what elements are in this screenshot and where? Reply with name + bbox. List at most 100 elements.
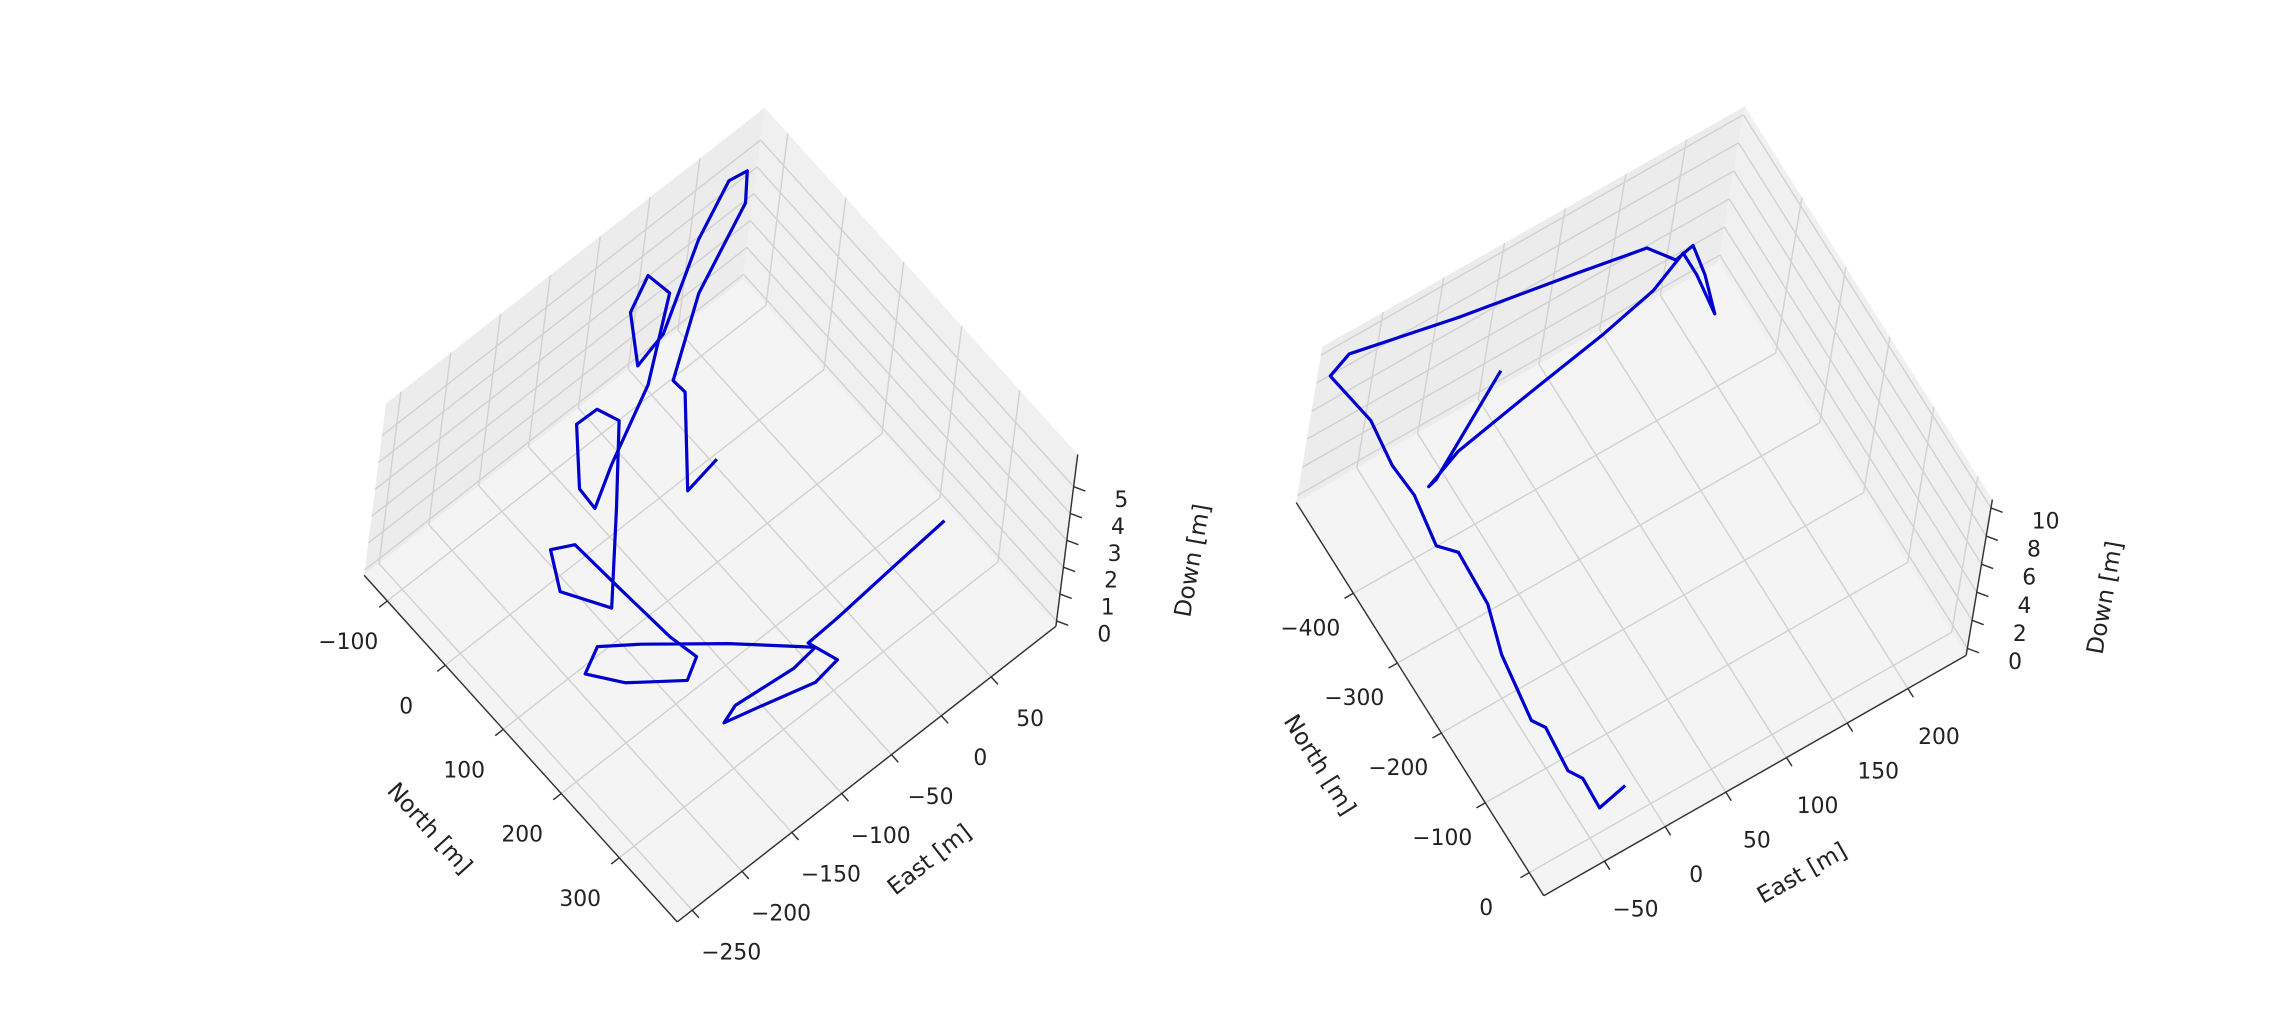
z-tick-label: 2	[2013, 622, 2027, 647]
grid-line	[677, 329, 992, 678]
tick-mark	[990, 676, 999, 685]
grid-line	[753, 193, 1068, 541]
grid-line	[1396, 422, 1821, 664]
tick-mark	[1056, 620, 1069, 626]
trajectory-line	[548, 169, 946, 725]
z-tick-label: 1	[1101, 596, 1115, 621]
x-tick-label: 200	[501, 823, 543, 848]
tick-mark	[741, 870, 750, 880]
grid-line	[1477, 242, 1506, 400]
y-tick-label: −150	[801, 863, 861, 888]
tick-mark	[1073, 485, 1086, 492]
grid-line	[367, 246, 748, 544]
tick-mark	[1066, 539, 1079, 546]
axis-line	[1295, 502, 1545, 897]
grid-line	[478, 485, 793, 833]
grid-line	[1320, 114, 1744, 356]
grid-line	[378, 563, 693, 911]
grid-line	[1598, 173, 1627, 330]
grid-line	[1440, 492, 1865, 734]
grid-line	[1719, 254, 1968, 649]
grid-line	[1950, 476, 1979, 633]
y-tick-label: −250	[701, 940, 761, 965]
tick-mark	[436, 664, 446, 673]
grid-line	[1477, 398, 1727, 793]
grid-line	[1742, 114, 1992, 509]
tick-mark	[791, 831, 800, 841]
tick-mark	[1388, 662, 1398, 669]
grid-line	[1538, 208, 1566, 365]
grid-line	[377, 166, 758, 464]
grid-line	[1659, 294, 1909, 689]
x-tick-label: −100	[1412, 826, 1472, 851]
z-tick-label: 2	[1104, 569, 1118, 594]
y-tick-label: 0	[1689, 863, 1703, 888]
grid-line	[618, 561, 999, 859]
grid-line	[1862, 336, 1891, 493]
tick-mark	[890, 754, 899, 763]
grid-line	[1775, 197, 1803, 354]
tick-mark	[1990, 507, 2003, 514]
grid-line	[1416, 277, 1445, 434]
grid-line	[1356, 311, 1384, 469]
grid-line	[1906, 406, 1935, 563]
grid-line	[1311, 170, 1735, 412]
tick-mark	[378, 600, 388, 608]
y-tick-label: −100	[851, 824, 911, 849]
grid-line	[374, 193, 755, 490]
pane-wall	[1296, 106, 1745, 503]
tick-mark	[494, 728, 504, 737]
axis-line	[1965, 499, 1994, 656]
y-tick-label: −200	[751, 902, 811, 927]
tick-mark	[1971, 619, 1984, 626]
trajectory-line	[1328, 243, 1717, 810]
z-tick-label: 4	[1111, 515, 1125, 540]
z-tick-label: 8	[2027, 538, 2041, 563]
grid-line	[577, 407, 893, 756]
tick-mark	[552, 792, 562, 801]
axis-line	[363, 574, 678, 923]
x-tick-label: −100	[318, 630, 378, 655]
y-tick-label: 50	[1743, 828, 1771, 853]
tick-mark	[1976, 591, 1989, 598]
pane-wall	[1718, 106, 1993, 656]
tick-mark	[1846, 722, 1854, 733]
y-tick-label: 200	[1918, 725, 1960, 750]
grid-line	[527, 446, 843, 795]
tick-mark	[1967, 647, 1980, 654]
tick-mark	[1907, 688, 1914, 698]
z-tick-label: 10	[2032, 510, 2060, 535]
grid-line	[1599, 329, 1848, 724]
tick-mark	[610, 857, 620, 865]
y-tick-label: −50	[907, 785, 953, 810]
tick-mark	[1603, 860, 1611, 871]
x-tick-label: 100	[443, 758, 485, 783]
grid-line	[1538, 363, 1788, 758]
grid-line	[428, 524, 743, 872]
x-tick-label: 0	[399, 694, 413, 719]
tick-mark	[1432, 732, 1442, 739]
grid-line	[1659, 139, 1688, 296]
grid-line	[627, 368, 942, 717]
tick-mark	[1063, 566, 1076, 573]
z-tick-label: 3	[1108, 542, 1122, 567]
grid-line	[1738, 142, 1987, 537]
tick-mark	[1985, 535, 1999, 542]
x-tick-label: 300	[559, 887, 601, 912]
grid-line	[1728, 198, 1978, 593]
grid-line	[1528, 631, 1953, 874]
z-tick-label: 0	[1097, 622, 1111, 647]
grid-line	[444, 368, 825, 666]
tick-mark	[1725, 791, 1732, 802]
y-tick-label: −50	[1612, 897, 1658, 922]
grid-line	[1723, 226, 1973, 621]
tick-mark	[1344, 592, 1354, 599]
grid-line	[742, 273, 1058, 622]
pane-floor	[1296, 262, 1967, 896]
tick-mark	[841, 793, 850, 802]
tick-mark	[1981, 563, 1994, 570]
z-tick-label: 5	[1114, 488, 1128, 513]
grid-line	[756, 166, 1071, 514]
